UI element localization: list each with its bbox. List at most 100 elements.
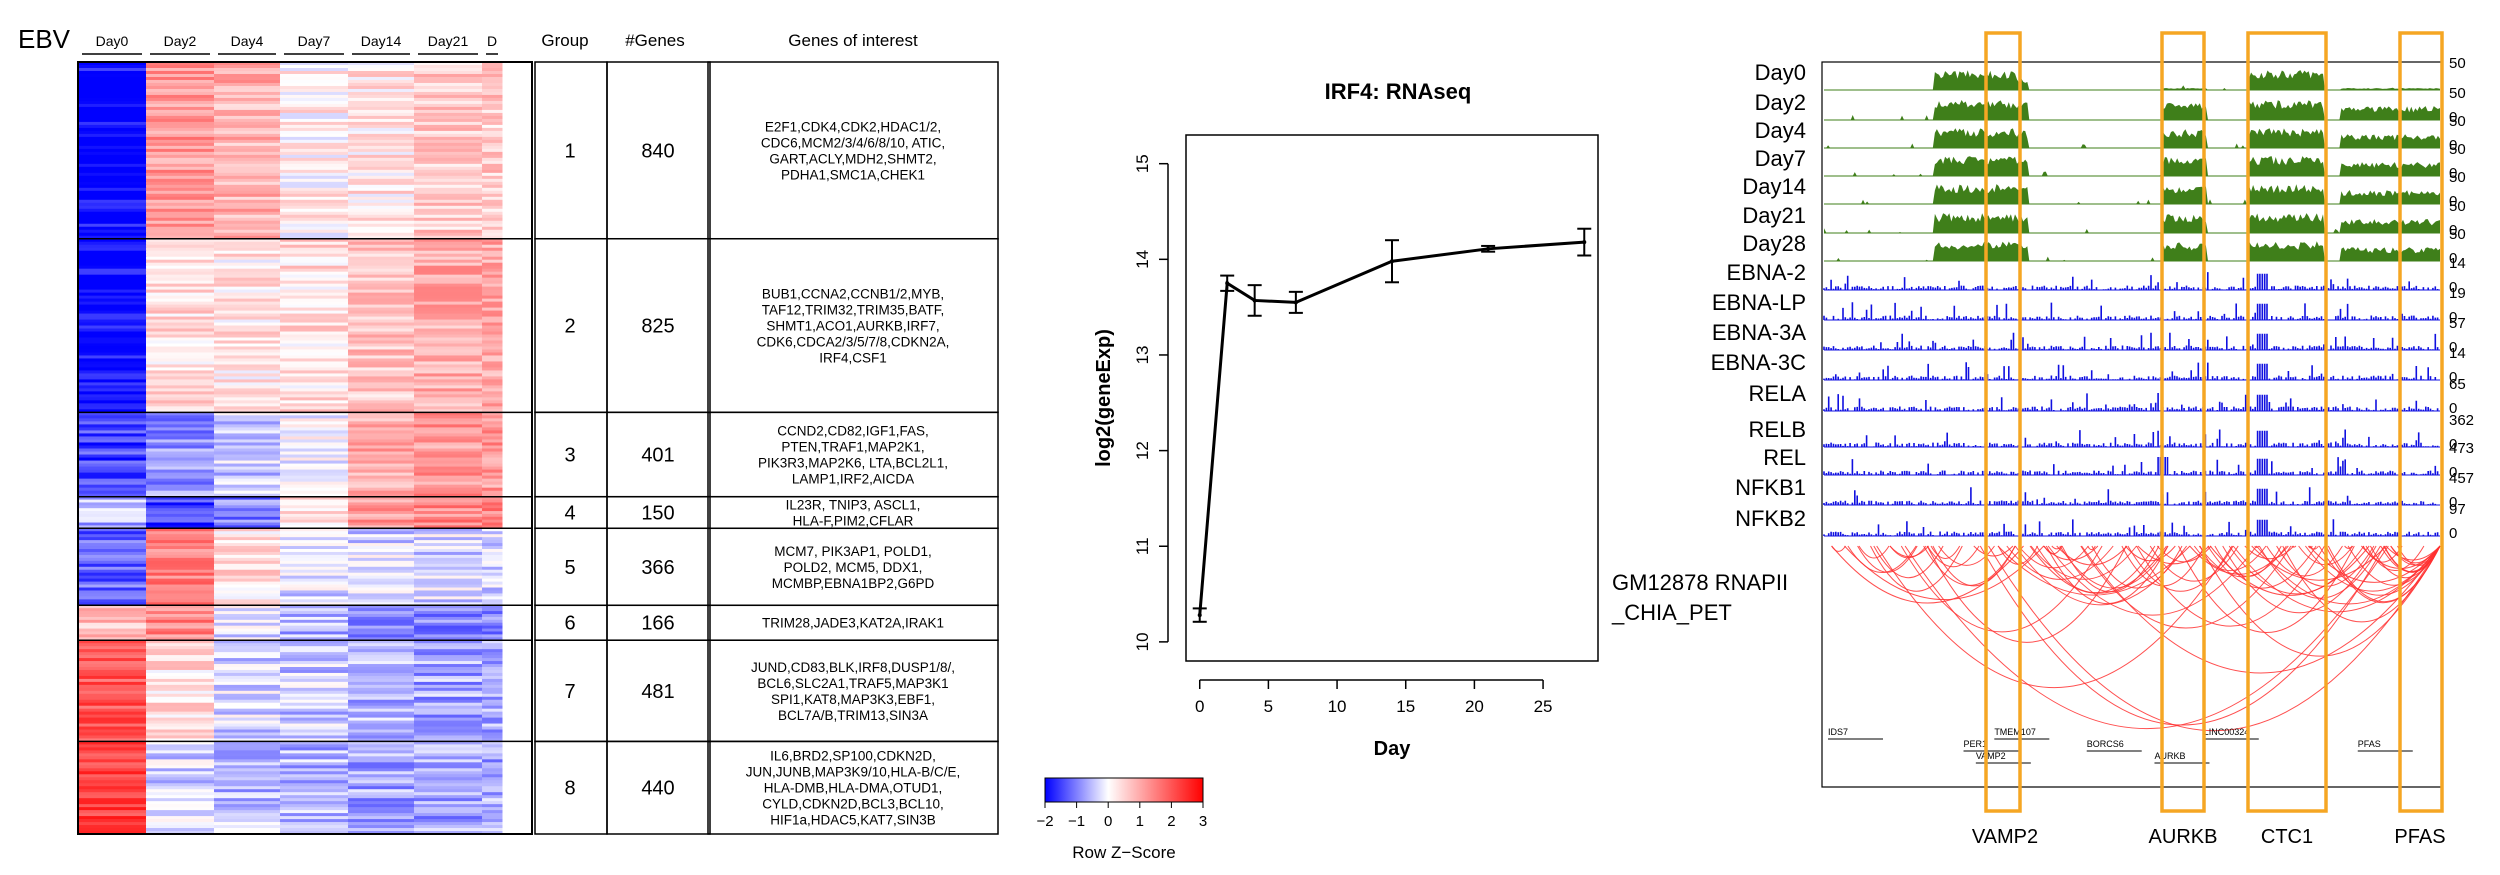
heatmap-cell	[146, 283, 215, 288]
heatmap-cell	[482, 622, 503, 627]
heatmap-cell	[482, 202, 503, 207]
heatmap-cell	[214, 783, 281, 787]
heatmap-cell	[482, 112, 503, 117]
heatmap-cell	[348, 658, 415, 662]
heatmap-cell	[78, 418, 147, 422]
heatmap-cell	[214, 587, 281, 592]
heatmap-cell	[482, 241, 503, 246]
heatmap-cell	[146, 376, 215, 381]
heatmap-cell	[482, 199, 503, 204]
heatmap-cell	[146, 115, 215, 120]
heatmap-cell	[78, 331, 147, 336]
heatmap-cell	[348, 217, 415, 222]
heatmap-cell	[280, 100, 349, 105]
heatmap-cell	[78, 406, 147, 410]
heatmap-cell	[414, 747, 483, 751]
track-label: NFKB1	[1735, 475, 1806, 500]
heatmap-cell	[280, 187, 349, 192]
heatmap-cell	[280, 819, 349, 823]
heatmap-cell	[214, 352, 281, 357]
heatmap-cell	[146, 253, 215, 258]
heatmap-cell	[78, 798, 147, 802]
heatmap-cell	[146, 196, 215, 201]
heatmap-cell	[214, 322, 281, 327]
heatmap-cell	[414, 454, 483, 459]
heatmap-cell	[280, 346, 349, 351]
heatmap-cell	[78, 151, 147, 156]
heatmap-cell	[78, 280, 147, 285]
heatmap-cell	[280, 466, 349, 471]
heatmap-cell	[348, 699, 415, 704]
heatmap-cell	[348, 534, 415, 538]
heatmap-cell	[78, 91, 147, 96]
heatmap-cell	[482, 343, 503, 348]
chia-loop	[1926, 545, 1980, 568]
heatmap-cell	[78, 622, 147, 627]
heatmap-cell	[146, 181, 215, 186]
heatmap-cell	[78, 664, 147, 668]
heatmap-cell	[146, 546, 215, 550]
heatmap-cell	[214, 487, 281, 492]
heatmap-cell	[78, 684, 147, 689]
heatmap-cell	[280, 316, 349, 321]
heatmap-cell	[414, 522, 483, 527]
heatmap-cell	[78, 208, 147, 213]
heatmap-cell	[348, 622, 415, 627]
heatmap-cell	[414, 226, 483, 231]
genes-of-interest-line: BCL7A/B,TRIM13,SIN3A	[778, 708, 928, 723]
heatmap-cell	[482, 616, 503, 621]
heatmap-cell	[280, 741, 349, 746]
heatmap-cell	[414, 608, 483, 612]
heatmap-cell	[280, 543, 349, 547]
heatmap-cell	[78, 628, 147, 633]
heatmap-cell	[482, 744, 503, 748]
heatmap-cell	[214, 537, 281, 541]
heatmap-cell	[146, 525, 215, 529]
heatmap-cell	[348, 720, 415, 725]
heatmap-cell	[78, 196, 147, 201]
heatmap-cell	[146, 436, 215, 441]
heatmap-cell	[146, 672, 215, 677]
heatmap-cell	[482, 118, 503, 123]
highlight-box	[2160, 31, 2206, 813]
heatmap-cell	[214, 76, 281, 81]
heatmap-cell	[414, 602, 483, 606]
heatmap-cell	[348, 634, 415, 638]
heatmap-cell	[146, 581, 215, 586]
heatmap-cell	[146, 534, 215, 538]
heatmap-cell	[146, 655, 215, 659]
chia-loop	[1876, 545, 2233, 689]
heatmap-cell	[348, 801, 415, 805]
heatmap-cell	[348, 661, 415, 665]
heatmap-cell	[482, 214, 503, 219]
heatmap-cell	[214, 622, 281, 627]
gene-count: 166	[641, 613, 674, 635]
heatmap-cell	[348, 593, 415, 597]
heatmap-cell	[78, 445, 147, 450]
heatmap-cell	[348, 256, 415, 261]
heatmap-cell	[78, 244, 147, 249]
heatmap-cell	[482, 367, 503, 372]
heatmap-cell	[78, 661, 147, 665]
heatmap-cell	[78, 690, 147, 695]
heatmap-cell	[348, 569, 415, 574]
heatmap-cell	[348, 271, 415, 276]
heatmap-cell	[348, 343, 415, 348]
heatmap-cell	[78, 708, 147, 713]
heatmap-cell	[280, 391, 349, 395]
heatmap-cell	[348, 792, 415, 796]
heatmap-cell	[214, 634, 281, 638]
heatmap-cell	[482, 76, 503, 81]
heatmap-cell	[78, 451, 147, 456]
heatmap-cell	[78, 100, 147, 105]
heatmap-cell	[214, 244, 281, 249]
heatmap-cell	[414, 265, 483, 270]
heatmap-cell	[482, 611, 503, 615]
heatmap-cell	[414, 427, 483, 432]
track-scale-top: 50	[2449, 226, 2466, 243]
heatmap-cell	[280, 777, 349, 781]
heatmap-cell	[146, 457, 215, 462]
heatmap-cell	[78, 355, 147, 360]
y-tick-label: 11	[1133, 537, 1152, 555]
heatmap-cell	[348, 292, 415, 297]
